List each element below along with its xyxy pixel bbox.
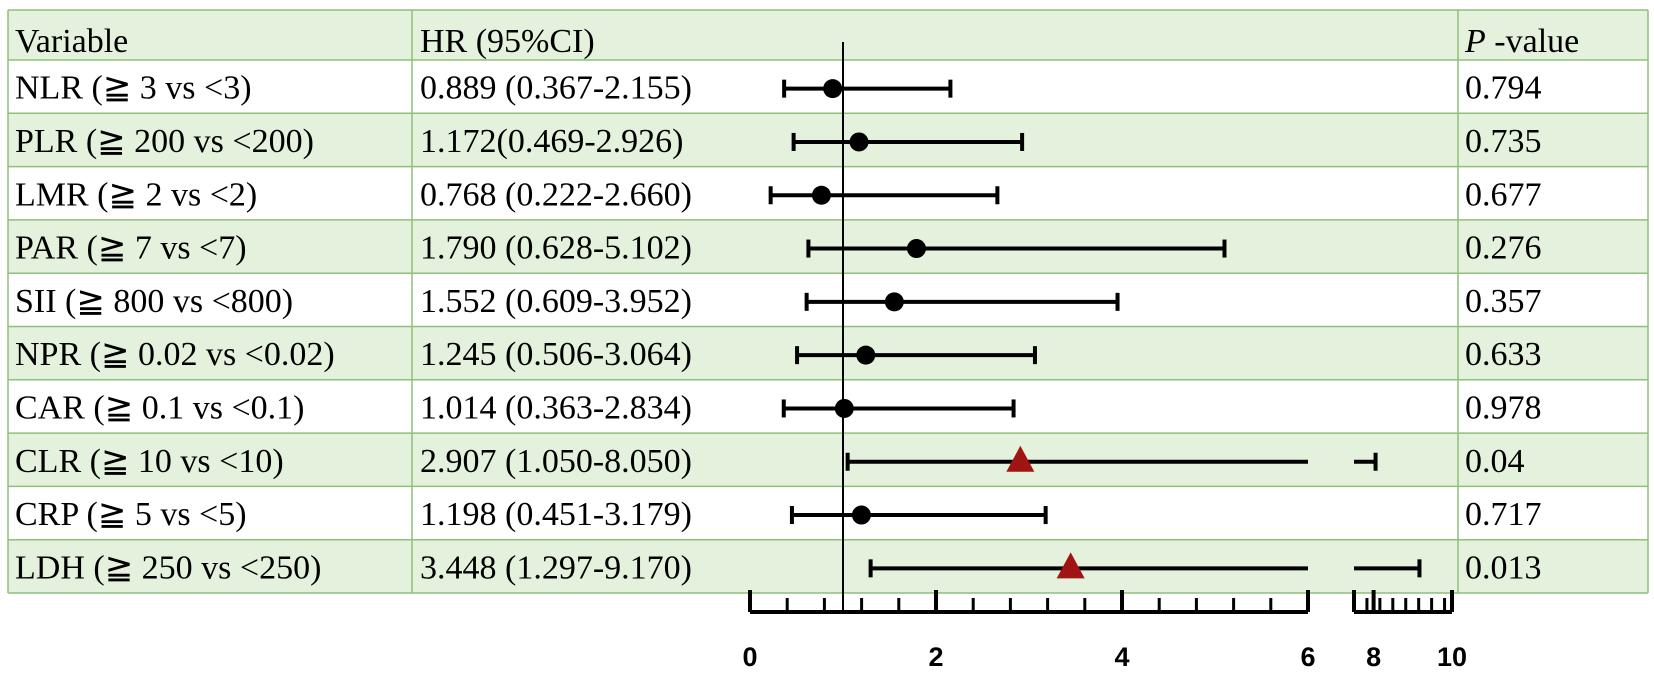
header-background	[8, 10, 1648, 60]
hr-marker-circle	[849, 132, 869, 152]
p-value-text: 0.717	[1465, 496, 1542, 533]
hr-ci-text: 0.768 (0.222-2.660)	[420, 176, 692, 213]
p-value-text: 0.013	[1465, 549, 1542, 586]
ci-row-6	[781, 398, 1016, 418]
row-background	[8, 379, 1648, 434]
header-p-value: P -value	[1464, 23, 1579, 60]
header-p-suffix: -value	[1486, 23, 1579, 60]
ci-row-7	[845, 445, 1378, 472]
hr-ci-text: 3.448 (1.297-9.170)	[420, 549, 692, 586]
variable-label: PAR (≧ 7 vs <7)	[15, 230, 247, 267]
hr-marker-circle	[834, 398, 854, 418]
p-value-text: 0.633	[1465, 336, 1542, 373]
variable-label: NLR (≧ 3 vs <3)	[15, 70, 252, 107]
variable-label: CRP (≧ 5 vs <5)	[15, 496, 247, 533]
axis-tick-label: 4	[1114, 642, 1129, 672]
ci-row-8	[789, 505, 1048, 525]
axis-tick-label: 0	[742, 642, 757, 672]
hr-marker-circle	[823, 79, 843, 99]
ci-row-1	[791, 132, 1025, 152]
hr-marker-circle	[811, 185, 831, 205]
table-rows-text: NLR (≧ 3 vs <3) 0.889 (0.367-2.155) 0.794 P…	[15, 70, 1542, 587]
hr-ci-text: 0.889 (0.367-2.155)	[420, 70, 692, 107]
ci-row-5	[795, 345, 1037, 365]
p-value-text: 0.276	[1465, 230, 1542, 267]
header-p-letter: P	[1464, 23, 1486, 60]
variable-label: NPR (≧ 0.02 vs <0.02)	[15, 336, 335, 373]
ci-row-0	[782, 79, 953, 99]
hr-ci-text: 1.014 (0.363-2.834)	[420, 389, 692, 426]
axis-tick-label: 10	[1437, 642, 1467, 672]
row-backgrounds	[8, 10, 1648, 593]
hr-marker-circle	[856, 345, 876, 365]
hr-ci-text: 1.552 (0.609-3.952)	[420, 283, 692, 320]
row-background	[8, 219, 1648, 274]
variable-label: LDH (≧ 250 vs <250)	[15, 549, 321, 586]
ci-row-4	[804, 292, 1120, 312]
ci-row-3	[806, 239, 1227, 259]
variable-label: PLR (≧ 200 vs <200)	[15, 123, 314, 160]
hr-ci-text: 1.790 (0.628-5.102)	[420, 230, 692, 267]
header-hr: HR (95%CI)	[420, 23, 595, 60]
hr-ci-text: 1.245 (0.506-3.064)	[420, 336, 692, 373]
hr-marker-triangle	[1056, 552, 1085, 579]
variable-label: CAR (≧ 0.1 vs <0.1)	[15, 389, 304, 426]
p-value-text: 0.978	[1465, 389, 1542, 426]
hr-ci-text: 2.907 (1.050-8.050)	[420, 443, 692, 480]
p-value-text: 0.735	[1465, 123, 1542, 160]
ci-row-2	[768, 185, 1000, 205]
axis-tick-label: 6	[1300, 642, 1315, 672]
hr-ci-text: 1.198 (0.451-3.179)	[420, 496, 692, 533]
p-value-text: 0.357	[1465, 283, 1542, 320]
variable-label: LMR (≧ 2 vs <2)	[15, 176, 257, 213]
variable-label: CLR (≧ 10 vs <10)	[15, 443, 284, 480]
forest-marks	[768, 42, 1422, 612]
hr-marker-circle	[851, 505, 871, 525]
table-header: Variable HR (95%CI) P -value	[15, 23, 1579, 60]
ci-row-9	[868, 552, 1422, 579]
hr-ci-text: 1.172(0.469-2.926)	[420, 123, 683, 160]
hr-marker-circle	[884, 292, 904, 312]
p-value-text: 0.677	[1465, 176, 1542, 213]
p-value-text: 0.794	[1465, 70, 1542, 107]
hr-marker-triangle	[1006, 445, 1035, 472]
axis-tick-label: 2	[928, 642, 943, 672]
hr-marker-circle	[906, 239, 926, 259]
header-variable: Variable	[15, 23, 128, 60]
variable-label: SII (≧ 800 vs <800)	[15, 283, 293, 320]
x-axis: 0 2 4 6 8 10	[742, 590, 1467, 672]
p-value-text: 0.04	[1465, 443, 1525, 480]
axis-tick-label: 8	[1366, 642, 1381, 672]
